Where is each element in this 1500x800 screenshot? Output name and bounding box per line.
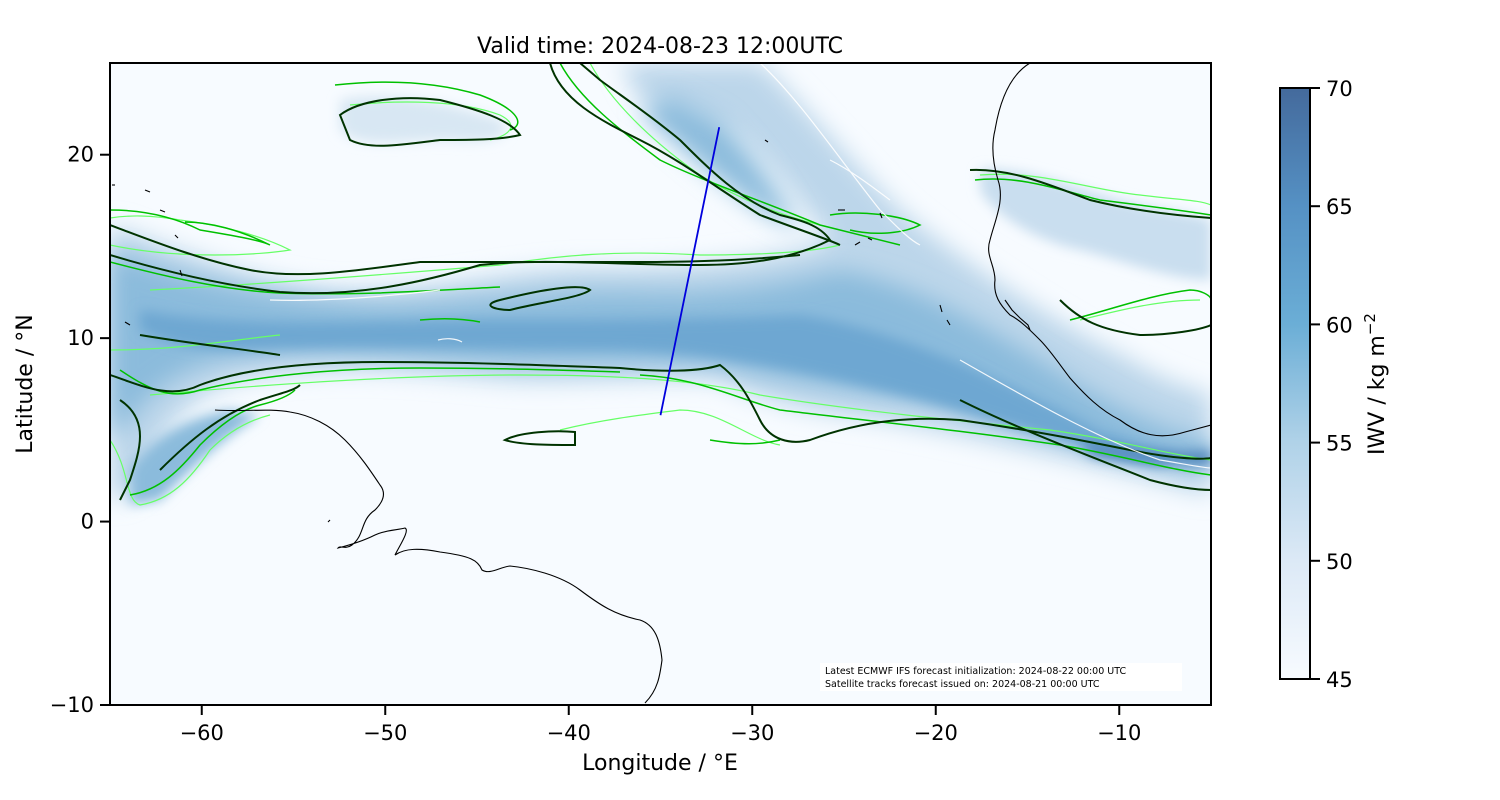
iwv-contours-dark: [110, 63, 1211, 501]
annotation-line1: Latest ECMWF IFS forecast initialization…: [825, 666, 1126, 677]
y-tick-label: 0: [81, 510, 94, 534]
colorbar-ticks: 45 50 55 60 65 70: [1310, 77, 1353, 692]
x-tick-label: −50: [363, 721, 407, 745]
map-title: Valid time: 2024-08-23 12:00UTC: [477, 34, 843, 59]
plot-frame: [109, 62, 1212, 706]
x-axis-label: Longitude / °E: [582, 751, 738, 776]
colorbar-tick-label: 50: [1326, 550, 1353, 574]
colorbar-tick-label: 55: [1326, 432, 1353, 456]
colorbar: 45 50 55 60 65 70 IWV / kg m−2: [1279, 77, 1390, 692]
satellite-track: [659, 127, 721, 416]
colorbar-tick-label: 70: [1326, 77, 1353, 101]
annotation-line2: Satellite tracks forecast issued on: 202…: [825, 679, 1100, 690]
colorbar-label: IWV / kg m−2: [1361, 313, 1390, 455]
y-tick-label: 20: [67, 143, 94, 167]
x-axis-ticks: −60 −50 −40 −30 −20 −10: [180, 705, 1141, 745]
x-tick-label: −40: [547, 721, 591, 745]
x-tick-label: −30: [730, 721, 774, 745]
iwv-field: [110, 63, 1211, 505]
colorbar-frame: [1279, 87, 1311, 680]
colorbar-tick-label: 60: [1326, 313, 1353, 337]
colorbar-gradient: [1280, 88, 1310, 679]
y-axis-ticks: −10 0 10 20: [50, 143, 110, 717]
plot-area: Latest ECMWF IFS forecast initialization…: [110, 63, 1211, 705]
y-tick-label: −10: [50, 693, 94, 717]
x-tick-label: −60: [180, 721, 224, 745]
iwv-contours-high: [269, 63, 1211, 469]
colorbar-tick-label: 65: [1326, 195, 1353, 219]
y-tick-label: 10: [67, 326, 94, 350]
coastlines: [112, 63, 1211, 704]
x-tick-label: −20: [914, 721, 958, 745]
y-axis-label: Latitude / °N: [13, 314, 38, 453]
x-tick-label: −10: [1097, 721, 1141, 745]
colorbar-tick-label: 45: [1326, 668, 1353, 692]
annotation-box: [820, 663, 1182, 691]
